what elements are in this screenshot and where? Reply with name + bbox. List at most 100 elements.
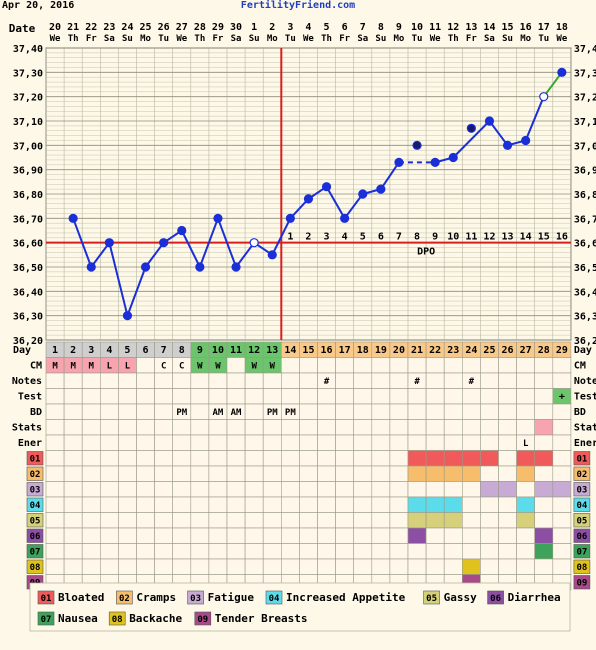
tick-date: 15 [502, 22, 514, 33]
table-cell [335, 512, 355, 529]
legend-swatch [423, 590, 440, 605]
table-cell [353, 558, 373, 575]
day-number: 18 [357, 345, 369, 356]
table-cell [443, 527, 463, 544]
table-cell [63, 543, 83, 560]
day-number: 29 [556, 345, 568, 356]
table-cell [443, 419, 463, 436]
table-cell [172, 372, 192, 389]
table-cell [371, 481, 391, 498]
table-cell [407, 388, 427, 405]
day-number: 8 [179, 345, 185, 356]
table-cell [299, 512, 318, 529]
table-cell [480, 512, 499, 529]
table-cell [443, 543, 463, 560]
table-cell [136, 357, 155, 374]
table-cell [461, 543, 481, 560]
table-cell [389, 450, 409, 467]
table-cell [100, 388, 119, 405]
table-cell [45, 403, 65, 420]
table-cell [154, 403, 174, 420]
temp-segment [72, 217, 93, 268]
temp-point [267, 250, 277, 260]
table-cell [516, 512, 535, 529]
day-number: 4 [106, 345, 112, 356]
table-cell [552, 527, 572, 544]
table-cell [45, 434, 65, 451]
table-cell [262, 465, 282, 482]
note-mark: # [469, 377, 475, 387]
temp-segment [343, 193, 364, 219]
cm-value: M [89, 362, 95, 372]
table-cell [262, 481, 282, 498]
table-cell [389, 496, 409, 513]
temp-point [521, 135, 531, 146]
table-cell [45, 450, 65, 467]
symptom-code-box [26, 466, 44, 481]
table-cell [100, 434, 119, 451]
table-cell [335, 434, 355, 451]
legend-label: Increased Appetite [286, 591, 406, 604]
table-cell [299, 496, 318, 513]
day-number: 5 [124, 345, 130, 356]
table-cell [443, 465, 463, 482]
table-cell [407, 419, 427, 436]
day-number: 13 [266, 345, 278, 356]
table-cell [136, 419, 155, 436]
table-cell [516, 403, 535, 420]
table-cell [552, 465, 572, 482]
dpo-label: 7 [396, 232, 402, 243]
tick-weekday: Sa [231, 34, 242, 44]
table-cell [244, 543, 264, 560]
table-cell [208, 465, 228, 482]
day-number: 25 [483, 345, 495, 356]
temp-point [502, 140, 513, 150]
table-cell [516, 481, 535, 498]
table-cell [244, 465, 264, 482]
day-number: 19 [375, 345, 387, 356]
row-label: Stats [12, 423, 42, 434]
table-cell [190, 419, 210, 436]
dpo-label: 1 [287, 232, 293, 243]
table-cell [425, 419, 445, 436]
table-cell [425, 481, 445, 498]
table-cell [552, 496, 572, 513]
legend-swatch [37, 590, 55, 605]
table-cell [552, 512, 572, 529]
tick-weekday: Su [375, 34, 386, 44]
site-name[interactable]: FertilityFriend.com [240, 0, 356, 11]
cm-value: W [270, 362, 276, 372]
table-cell [443, 403, 463, 420]
table-cell [45, 543, 65, 560]
table-cell [208, 372, 228, 389]
table-cell [443, 496, 463, 513]
table-cell [335, 558, 355, 575]
tick-temp-left: 37,30 [13, 68, 43, 79]
tick-weekday: We [303, 34, 314, 44]
table-cell [353, 403, 373, 420]
table-cell [480, 496, 499, 513]
row-label: Test [18, 392, 42, 403]
table-cell [136, 512, 155, 529]
tick-temp-right: 36,80 [574, 190, 596, 201]
table-cell [317, 388, 336, 405]
table-cell [317, 403, 336, 420]
table-cell [45, 481, 65, 498]
table-cell [63, 372, 83, 389]
table-cell [208, 527, 228, 544]
table-cell [280, 465, 300, 482]
legend-label: Fatigue [208, 591, 255, 604]
tick-date: 18 [556, 22, 568, 33]
table-cell [371, 372, 391, 389]
table-cell [461, 450, 481, 467]
tick-weekday: Th [448, 34, 459, 44]
table-cell [208, 388, 228, 405]
symptom-code-box-right [573, 575, 591, 590]
table-cell [190, 450, 210, 467]
day-number: 23 [447, 345, 459, 356]
table-cell [480, 388, 499, 405]
table-cell [516, 388, 535, 405]
table-cell [534, 450, 554, 467]
table-cell [353, 434, 373, 451]
table-cell [280, 450, 300, 467]
